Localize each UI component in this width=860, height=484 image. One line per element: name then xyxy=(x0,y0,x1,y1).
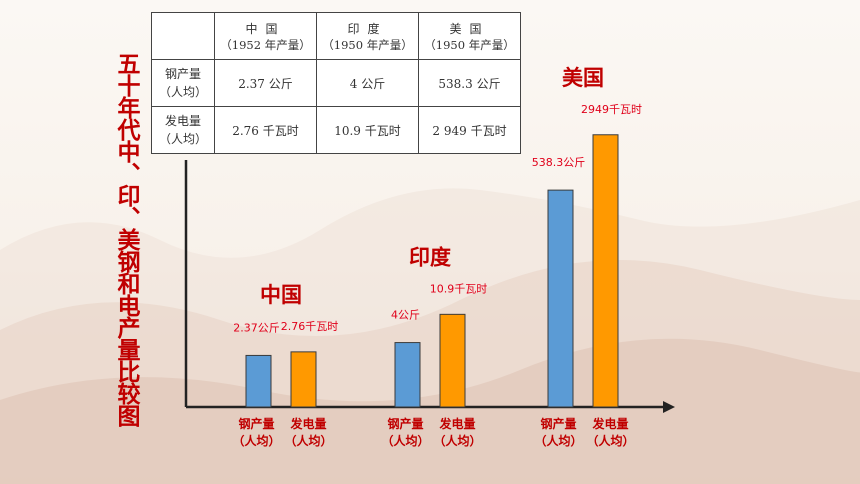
x-axis-arrow xyxy=(663,401,675,413)
table-col-header: 美国 （1950 年产量） xyxy=(418,12,521,60)
x-tick-label: （人均） xyxy=(433,433,481,448)
x-tick-label: （人均） xyxy=(534,433,582,448)
table-header-row: 中国 （1952 年产量） 印度 （1950 年产量） 美国 （1950 年产量） xyxy=(151,12,521,60)
bar-steel xyxy=(547,189,574,408)
x-tick-label: 发电量 xyxy=(591,416,628,431)
table-row-header: 钢产量 （人均） xyxy=(151,59,215,107)
table-cell: 10.9 千瓦时 xyxy=(316,106,419,154)
x-tick-label: 钢产量 xyxy=(238,416,274,431)
bar-power xyxy=(290,351,317,408)
bar-power xyxy=(439,313,466,408)
category-label: 印度 xyxy=(409,245,451,269)
data-label: 538.3公斤 xyxy=(532,156,586,169)
comparison-table: 中国 （1952 年产量） 印度 （1950 年产量） 美国 （1950 年产量） 钢… xyxy=(151,12,521,154)
table-row: 发电量 （人均） 2.76 千瓦时 10.9 千瓦时 2 949 千瓦时 xyxy=(151,106,521,154)
vertical-title: 五十年代中、印、美钢和电产量比较图 xyxy=(113,52,139,426)
x-tick-label: 发电量 xyxy=(289,416,326,431)
table-row: 钢产量 （人均） 2.37 公斤 4 公斤 538.3 公斤 xyxy=(151,59,521,107)
category-label: 美国 xyxy=(562,66,604,90)
data-label: 2949千瓦时 xyxy=(581,103,642,116)
x-tick-label: （人均） xyxy=(586,433,634,448)
x-tick-label: 钢产量 xyxy=(387,416,423,431)
data-label: 4公斤 xyxy=(391,309,420,322)
bar-steel xyxy=(394,342,421,408)
x-tick-label: （人均） xyxy=(381,433,429,448)
table-cell: 2.37 公斤 xyxy=(214,59,317,107)
bar-power xyxy=(592,134,619,408)
category-label: 中国 xyxy=(260,283,302,307)
table-cell: 2 949 千瓦时 xyxy=(418,106,521,154)
data-label: 2.37公斤 xyxy=(233,321,280,334)
table-row-header: 发电量 （人均） xyxy=(151,106,215,154)
x-tick-label: 发电量 xyxy=(438,416,475,431)
x-tick-label: （人均） xyxy=(284,433,332,448)
data-label: 2.76千瓦时 xyxy=(281,320,339,333)
bar-steel xyxy=(245,354,272,408)
x-tick-label: （人均） xyxy=(232,433,280,448)
x-tick-label: 钢产量 xyxy=(540,416,576,431)
table-col-header: 中国 （1952 年产量） xyxy=(214,12,317,60)
data-label: 10.9千瓦时 xyxy=(430,282,488,295)
table-cell: 538.3 公斤 xyxy=(418,59,521,107)
table-cell: 2.76 千瓦时 xyxy=(214,106,317,154)
